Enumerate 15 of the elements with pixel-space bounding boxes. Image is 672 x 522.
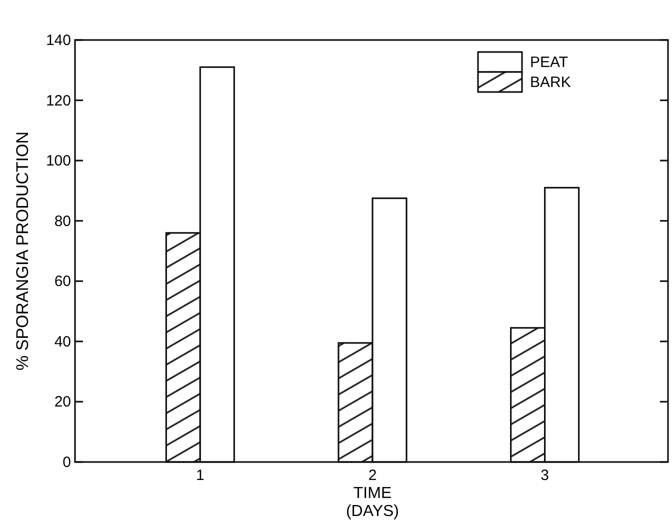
y-tick-label: 100 bbox=[46, 152, 71, 170]
y-tick-label: 20 bbox=[54, 394, 71, 411]
x-axis-title: TIME (DAYS) bbox=[346, 485, 400, 520]
x-tick-label: 1 bbox=[196, 467, 204, 484]
y-tick-label: 140 bbox=[46, 32, 71, 49]
x-tick-label: 2 bbox=[368, 467, 377, 484]
legend-label: PEAT bbox=[530, 54, 568, 71]
legend-label: BARK bbox=[530, 74, 571, 91]
y-tick-label: 60 bbox=[54, 273, 71, 290]
y-tick-label: 80 bbox=[54, 212, 71, 230]
y-tick-label: 120 bbox=[46, 92, 71, 110]
y-tick-label: 40 bbox=[54, 333, 71, 350]
y-tick-label: 0 bbox=[62, 454, 71, 471]
x-tick-label: 3 bbox=[540, 467, 550, 484]
y-axis-title: % SPORANGIA PRODUCTION bbox=[13, 132, 32, 370]
